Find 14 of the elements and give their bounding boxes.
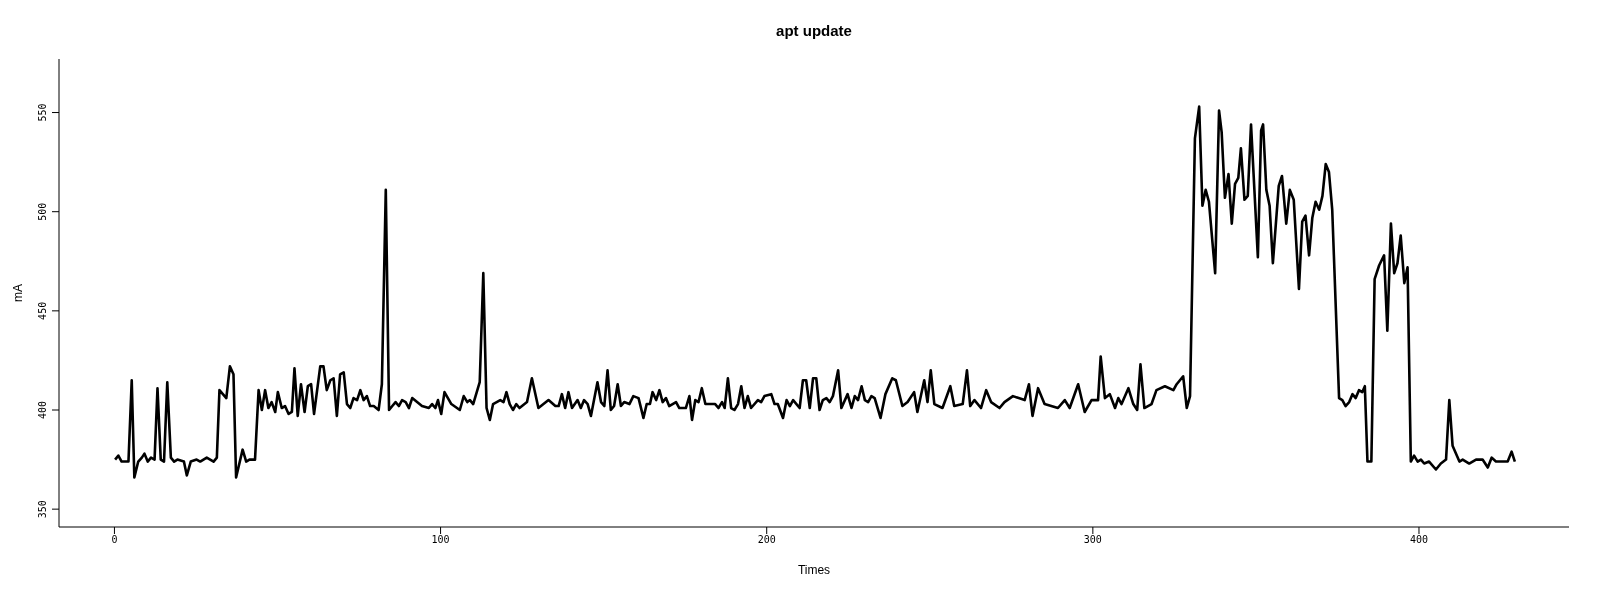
x-tick-label: 200 (757, 534, 776, 546)
x-tick-label: 100 (431, 534, 450, 546)
line-series (113, 105, 1517, 479)
x-tick-label: 300 (1083, 534, 1102, 546)
y-tick-label: 400 (37, 400, 48, 420)
x-tick-label: 400 (1409, 534, 1429, 546)
y-tick-label: 450 (37, 301, 48, 320)
y-tick-label: 500 (37, 202, 48, 221)
y-tick-label: 350 (37, 500, 48, 519)
y-tick-label: 550 (37, 103, 48, 122)
x-axis-title: Times (797, 563, 831, 577)
chart-title: apt update (775, 22, 853, 39)
x-tick-label: 0 (111, 534, 118, 546)
y-axis-title: mA (11, 284, 26, 302)
